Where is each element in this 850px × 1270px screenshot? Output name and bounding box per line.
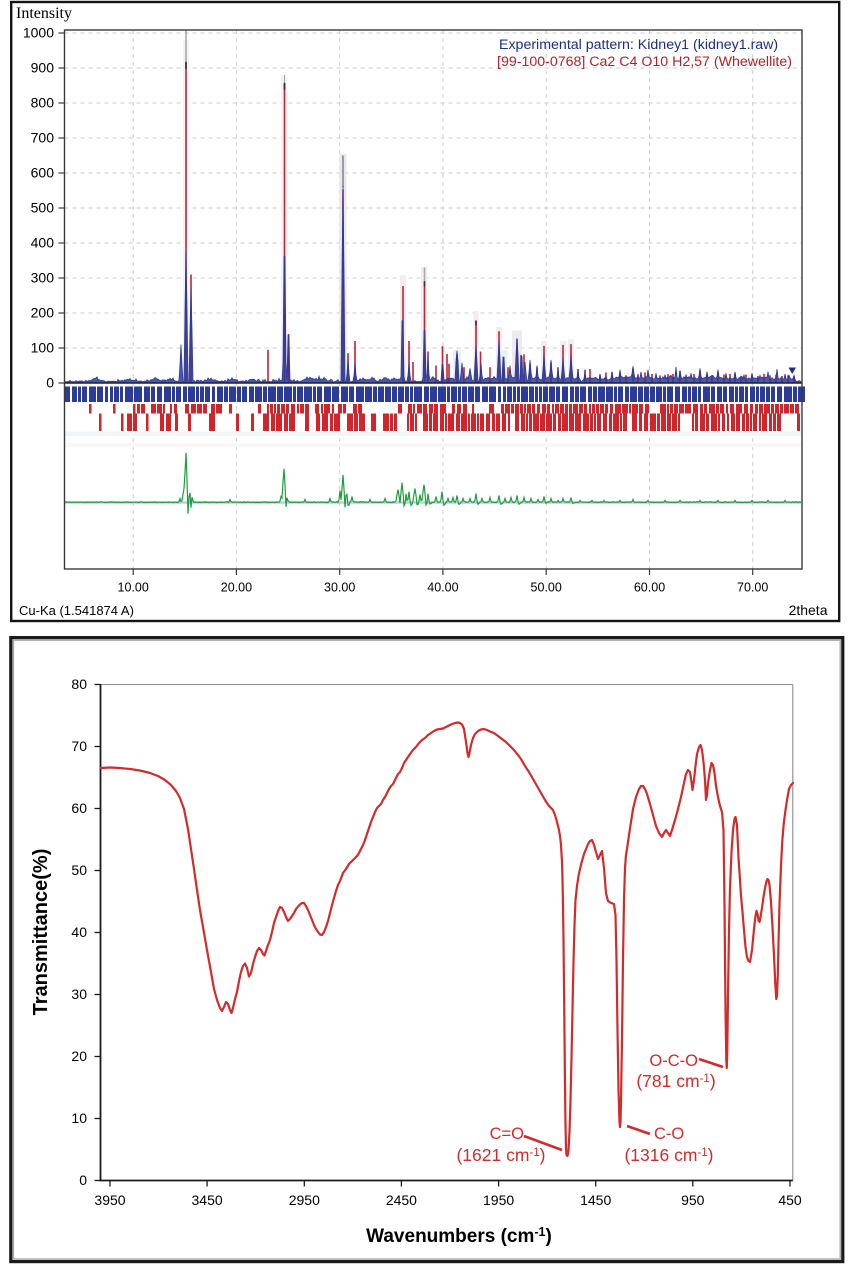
svg-text:100: 100 <box>31 340 55 356</box>
svg-text:10: 10 <box>71 1110 87 1126</box>
svg-text:Experimental pattern: Kidney1: Experimental pattern: Kidney1 (kidney1.r… <box>499 37 778 53</box>
svg-text:600: 600 <box>31 165 55 181</box>
svg-text:0: 0 <box>46 375 54 391</box>
svg-text:80: 80 <box>71 676 87 692</box>
svg-text:40.00: 40.00 <box>427 581 458 595</box>
svg-text:60.00: 60.00 <box>634 581 665 595</box>
svg-text:500: 500 <box>31 200 55 216</box>
svg-text:700: 700 <box>31 130 55 146</box>
svg-text:40: 40 <box>71 924 87 940</box>
svg-text:70: 70 <box>71 738 87 754</box>
svg-text:20: 20 <box>71 1048 87 1064</box>
svg-text:3450: 3450 <box>192 1192 223 1208</box>
svg-text:Cu-Ka (1.541874 A): Cu-Ka (1.541874 A) <box>19 603 134 618</box>
svg-text:C=O: C=O <box>490 1125 525 1143</box>
svg-text:2950: 2950 <box>289 1192 320 1208</box>
svg-text:60: 60 <box>71 800 87 816</box>
svg-text:0: 0 <box>79 1172 87 1188</box>
svg-text:(1316 cm-1): (1316 cm-1) <box>624 1145 713 1165</box>
svg-text:C-O: C-O <box>654 1125 684 1143</box>
svg-text:1950: 1950 <box>483 1192 514 1208</box>
svg-text:200: 200 <box>31 305 55 321</box>
svg-text:O-C-O: O-C-O <box>649 1052 698 1070</box>
svg-text:30.00: 30.00 <box>324 581 355 595</box>
svg-text:900: 900 <box>31 60 55 76</box>
svg-text:Wavenumbers (cm-1): Wavenumbers (cm-1) <box>366 1225 552 1247</box>
svg-text:10.00: 10.00 <box>118 581 149 595</box>
svg-text:20.00: 20.00 <box>221 581 252 595</box>
svg-text:[99-100-0768] Ca2 C4 O10 H2,57: [99-100-0768] Ca2 C4 O10 H2,57 (Whewelli… <box>497 54 792 70</box>
svg-text:Intensity: Intensity <box>16 5 72 22</box>
svg-text:2450: 2450 <box>386 1192 417 1208</box>
svg-text:3950: 3950 <box>94 1192 125 1208</box>
svg-text:450: 450 <box>778 1192 802 1208</box>
svg-text:300: 300 <box>31 270 55 286</box>
svg-text:50: 50 <box>71 862 87 878</box>
svg-text:400: 400 <box>31 235 55 251</box>
svg-text:Transmittance(%): Transmittance(%) <box>30 849 52 1016</box>
svg-text:(781 cm-1): (781 cm-1) <box>636 1071 715 1091</box>
svg-text:(1621 cm-1): (1621 cm-1) <box>456 1145 545 1165</box>
svg-text:950: 950 <box>681 1192 705 1208</box>
svg-text:30: 30 <box>71 986 87 1002</box>
svg-text:1450: 1450 <box>580 1192 611 1208</box>
svg-text:2theta: 2theta <box>789 602 828 618</box>
svg-text:70.00: 70.00 <box>737 581 768 595</box>
svg-text:1000: 1000 <box>23 25 54 41</box>
svg-text:800: 800 <box>31 95 55 111</box>
svg-text:50.00: 50.00 <box>531 581 562 595</box>
